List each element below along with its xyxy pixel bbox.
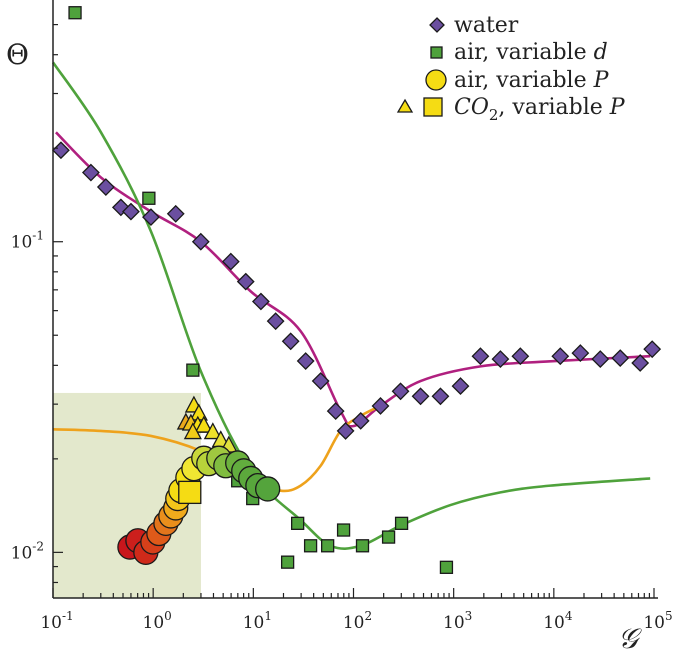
data-point-square — [68, 6, 82, 20]
data-point-square — [381, 530, 396, 544]
data-point-triangle — [194, 415, 213, 433]
data-point-diamond — [96, 178, 115, 196]
data-points — [52, 6, 662, 574]
legend-circle-icon — [425, 69, 447, 91]
data-point-diamond — [643, 340, 662, 359]
x-tick-label: 100 — [143, 609, 172, 633]
x-tick-label: 104 — [543, 609, 573, 633]
data-point-diamond — [551, 347, 570, 366]
data-point-diamond — [122, 202, 140, 221]
data-point-square — [355, 539, 370, 553]
data-point-diamond — [326, 402, 345, 420]
data-point-square — [394, 516, 409, 530]
legend-square-icon — [430, 46, 443, 59]
data-point-diamond — [81, 163, 100, 182]
data-point-diamond — [52, 141, 70, 160]
data-point-square — [186, 363, 200, 377]
data-point-diamond — [236, 272, 255, 291]
water-fit — [55, 131, 651, 428]
x-tick-label: 101 — [243, 609, 272, 633]
data-point-diamond — [311, 372, 330, 390]
x-tick-label: 102 — [343, 609, 372, 633]
legend-diamond-icon — [429, 17, 445, 33]
axes: 10-1 100 101 102 103 104 105 10-1 10-2 — [11, 0, 673, 633]
data-point-diamond — [336, 422, 355, 440]
data-point-diamond — [411, 387, 430, 406]
data-point-diamond — [571, 344, 590, 363]
legend-label: air, variable d — [454, 40, 608, 65]
legend-triangle-icon — [396, 98, 414, 113]
data-point-diamond — [371, 397, 390, 415]
data-point-diamond — [166, 204, 185, 223]
data-point-diamond — [471, 347, 490, 366]
data-point-diamond — [431, 387, 450, 406]
y-axis-title: Θ — [6, 38, 29, 71]
data-point-square — [280, 555, 295, 569]
x-tick-label: 103 — [443, 609, 472, 633]
data-point-square-large — [178, 480, 202, 505]
data-point-diamond — [251, 292, 270, 311]
data-point-diamond — [511, 347, 530, 366]
legend-label: water — [454, 13, 519, 38]
legend-square-icon — [423, 97, 443, 117]
data-point-diamond — [296, 352, 315, 370]
data-point-diamond — [631, 354, 650, 372]
data-point-diamond — [266, 312, 285, 331]
data-point-square — [321, 539, 335, 553]
data-point-square — [291, 516, 305, 530]
data-point-diamond — [191, 232, 210, 251]
x-tick-label: 105 — [643, 609, 672, 633]
data-point-triangle — [183, 422, 202, 440]
data-point-diamond — [591, 350, 610, 368]
data-point-diamond — [611, 349, 630, 368]
data-point-diamond — [281, 332, 300, 351]
data-point-diamond — [221, 252, 240, 271]
legend-label: CO2, variable P — [454, 95, 626, 124]
data-point-square — [142, 191, 156, 205]
y-tick-label: 10-1 — [11, 229, 44, 253]
data-point-diamond — [142, 208, 160, 227]
data-point-diamond — [391, 382, 410, 401]
legend-label: air, variable P — [454, 68, 610, 93]
data-point-circle — [255, 476, 281, 502]
x-tick-label: 10-1 — [40, 609, 73, 633]
data-point-diamond — [351, 411, 370, 430]
data-point-square — [439, 560, 454, 574]
data-point-triangle — [203, 422, 222, 440]
data-point-diamond — [451, 377, 470, 395]
x-axis-title: 𝒢 — [618, 622, 642, 655]
data-point-square — [336, 523, 351, 537]
data-point-diamond — [491, 350, 510, 368]
y-tick-label: 10-2 — [11, 539, 44, 563]
data-point-square — [303, 539, 318, 553]
